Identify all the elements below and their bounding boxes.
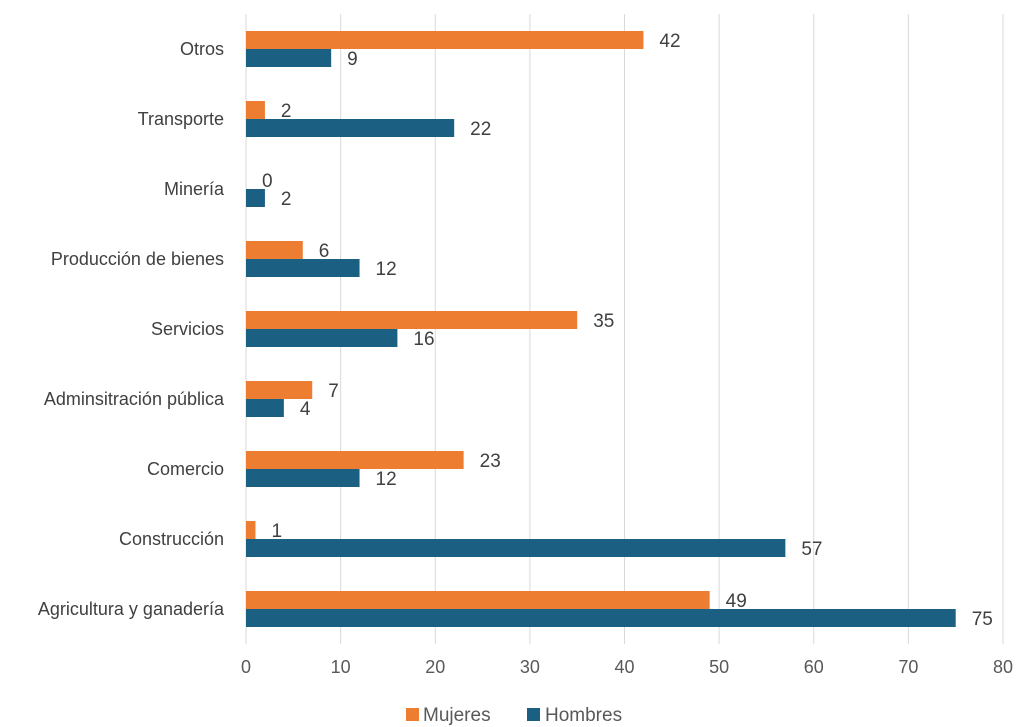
x-tick-label: 30	[520, 657, 540, 677]
bar-hombres	[246, 539, 786, 557]
category-axis-labels: Otros Transporte Minería Producción de bien…	[38, 39, 225, 619]
bar-mujeres	[246, 451, 464, 469]
bar-hombres	[246, 259, 360, 277]
bar-hombres	[246, 609, 956, 627]
data-label: 1	[271, 521, 282, 542]
x-tick-label: 0	[241, 657, 251, 677]
bar-hombres	[246, 49, 332, 67]
category-label: Agricultura y ganadería	[38, 599, 225, 619]
category-label: Otros	[180, 39, 224, 59]
legend-label-mujeres: Mujeres	[423, 705, 491, 726]
bar-mujeres	[246, 521, 256, 539]
legend: Mujeres Hombres	[406, 705, 622, 726]
data-label: 2	[281, 189, 292, 210]
value-axis-tick-labels: 0 10 20 30 40 50 60 70 80	[241, 657, 1013, 677]
data-label: 6	[319, 241, 330, 262]
data-label: 22	[470, 119, 491, 140]
legend-swatch-hombres	[527, 708, 540, 721]
data-label: 4	[300, 399, 311, 420]
category-label: Producción de bienes	[51, 249, 224, 269]
data-label: 2	[281, 101, 292, 122]
data-label: 23	[480, 451, 501, 472]
category-label: Comercio	[147, 459, 224, 479]
data-label: 0	[262, 171, 273, 192]
legend-label-hombres: Hombres	[545, 705, 622, 726]
data-label: 7	[328, 381, 339, 402]
data-label: 75	[972, 609, 993, 630]
data-label: 42	[659, 31, 680, 52]
bar-mujeres	[246, 311, 578, 329]
bar-mujeres	[246, 241, 303, 259]
x-tick-label: 70	[898, 657, 918, 677]
category-label: Adminsitración pública	[44, 389, 225, 409]
data-label: 49	[726, 591, 747, 612]
data-label: 12	[376, 469, 397, 490]
data-label: 35	[593, 311, 614, 332]
category-label: Transporte	[138, 109, 224, 129]
x-tick-label: 20	[425, 657, 445, 677]
bar-mujeres	[246, 381, 313, 399]
x-tick-label: 80	[993, 657, 1013, 677]
bars	[246, 31, 956, 627]
x-tick-label: 50	[709, 657, 729, 677]
x-tick-label: 40	[614, 657, 634, 677]
data-label: 57	[801, 539, 822, 560]
bar-hombres	[246, 329, 398, 347]
x-tick-label: 60	[804, 657, 824, 677]
data-label: 9	[347, 49, 358, 70]
bar-mujeres	[246, 591, 710, 609]
bar-hombres	[246, 189, 265, 207]
data-label: 16	[413, 329, 434, 350]
category-label: Servicios	[151, 319, 224, 339]
data-label: 12	[376, 259, 397, 280]
bar-mujeres	[246, 101, 265, 119]
bar-hombres	[246, 119, 455, 137]
bar-hombres	[246, 469, 360, 487]
bar-mujeres	[246, 31, 644, 49]
bar-hombres	[246, 399, 284, 417]
legend-swatch-mujeres	[406, 708, 419, 721]
category-label: Construcción	[119, 529, 224, 549]
x-tick-label: 10	[331, 657, 351, 677]
category-label: Minería	[164, 179, 225, 199]
